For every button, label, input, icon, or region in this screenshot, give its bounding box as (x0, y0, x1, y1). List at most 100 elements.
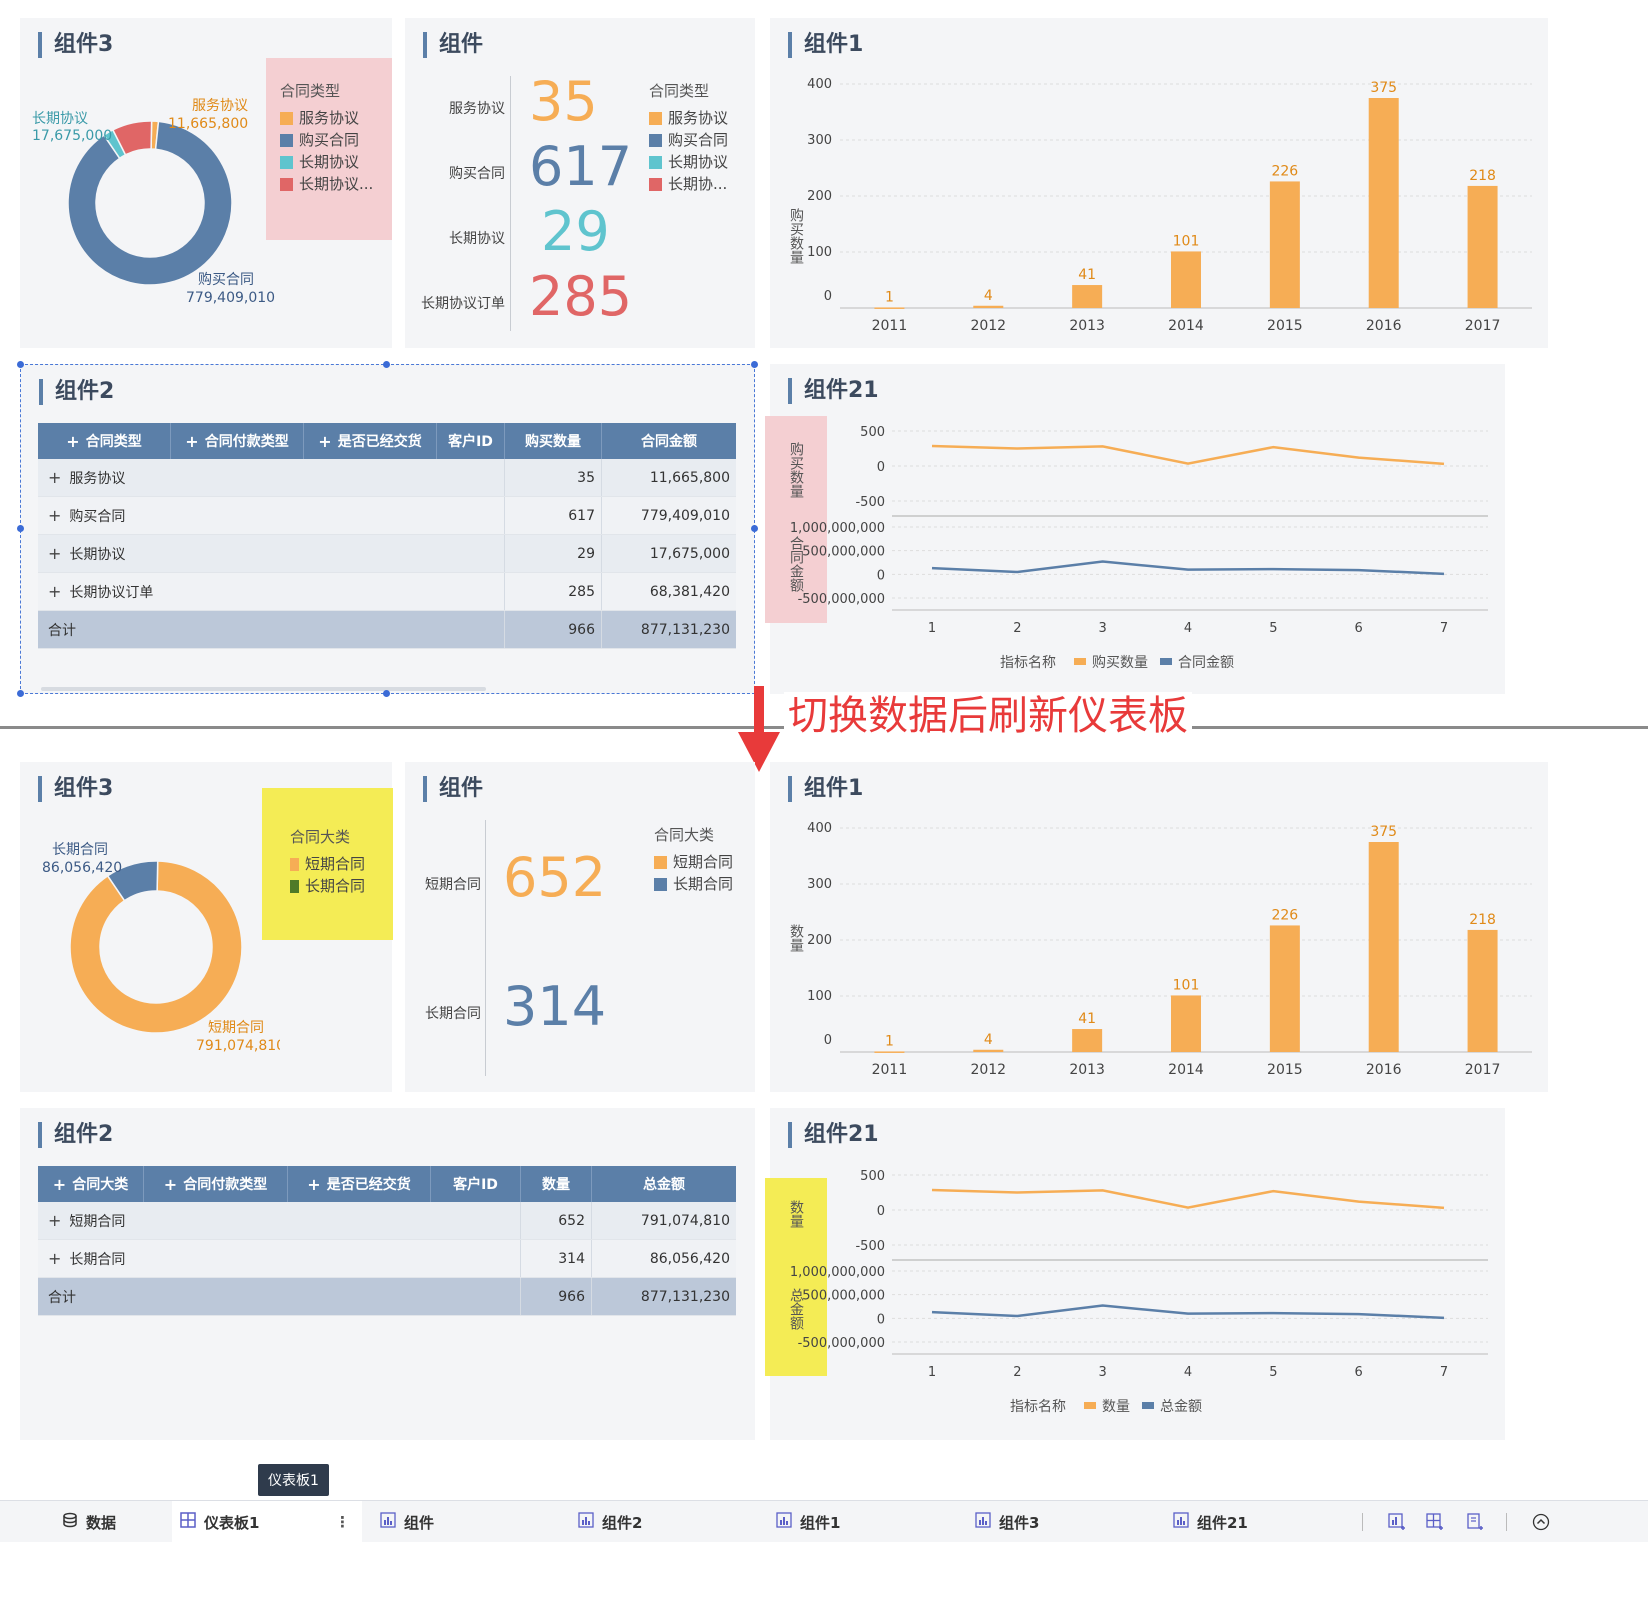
legend-item[interactable]: 数量 (1102, 1399, 1130, 1415)
series-line[interactable] (931, 1188, 1445, 1210)
bar[interactable] (1072, 1029, 1103, 1052)
legend-item[interactable]: 购买合同 (649, 129, 728, 151)
kpi-value: 617 (529, 135, 633, 198)
bar[interactable] (1269, 925, 1300, 1052)
panel-comp1-before[interactable]: 组件1 400 300 200 100 0 1 2011 4 2012 41 2013 101 2014… (770, 18, 1548, 348)
col-header[interactable]: + 合同大类 (38, 1166, 144, 1202)
tab-component3[interactable]: 组件3 (975, 1501, 1039, 1543)
bar[interactable] (1467, 929, 1498, 1052)
col-header[interactable]: 数量 (521, 1166, 592, 1202)
y-tick-label: 100 (807, 989, 832, 1004)
bar[interactable] (973, 305, 1004, 308)
resize-handle[interactable] (17, 525, 24, 532)
tab-component1[interactable]: 组件1 (776, 1501, 840, 1543)
panel-kpi-before[interactable]: 组件 服务协议 35 购买合同 617 长期协议 29 长期协议订单 285 合… (405, 18, 755, 348)
expand-icon[interactable]: + (48, 506, 62, 525)
legend-item[interactable]: 购买数量 (1092, 655, 1148, 671)
resize-handle[interactable] (17, 361, 24, 368)
col-header[interactable]: + 是否已经交货 (288, 1166, 431, 1202)
panel-comp3-before[interactable]: 组件3 服务协议 11,665,800 长期协议 17,675,000 购买合同… (20, 18, 392, 348)
panel-title: 组件3 (38, 32, 113, 58)
table-row[interactable]: + 服务协议 35 11,665,800 (38, 459, 736, 497)
legend-highlight: 合同类型 服务协议 购买合同 长期协议 长期协议... (266, 58, 392, 240)
col-header[interactable]: + 合同类型 (38, 423, 171, 459)
add-report-button[interactable] (1466, 1501, 1484, 1543)
bar[interactable] (1368, 842, 1399, 1052)
donut-slice[interactable] (69, 860, 243, 1034)
kpi-label: 购买合同 (449, 166, 505, 182)
col-header[interactable]: 客户ID (431, 1166, 521, 1202)
panel-comp3-after[interactable]: 组件3 长期合同 86,056,420 短期合同 791,074,810 合同大… (20, 762, 393, 1092)
bar[interactable] (1072, 285, 1103, 308)
expand-icon[interactable]: + (48, 1249, 62, 1268)
panel-kpi-after[interactable]: 组件 短期合同 652 长期合同 314 合同大类 短期合同 长期合同 (405, 762, 755, 1092)
tab-component21[interactable]: 组件21 (1173, 1501, 1248, 1543)
legend-item[interactable]: 短期合同 (290, 853, 365, 875)
collapse-button[interactable] (1532, 1501, 1550, 1543)
legend-item[interactable]: 长期合同 (654, 873, 733, 895)
donut-slice[interactable] (67, 120, 233, 286)
bar[interactable] (1171, 995, 1201, 1052)
bar[interactable] (1368, 98, 1399, 308)
legend-item[interactable]: 长期协议 (280, 151, 378, 173)
panel-comp21-after[interactable]: 组件21 500 0 -500 1,000,000,000 500,000,000 0 -5… (765, 1108, 1505, 1440)
kpi-value: 29 (541, 200, 610, 263)
tab-component[interactable]: 组件 (380, 1501, 434, 1543)
legend-item[interactable]: 短期合同 (654, 851, 733, 873)
col-header[interactable]: + 合同付款类型 (144, 1166, 288, 1202)
bar[interactable] (1467, 185, 1498, 308)
panel-comp21-before[interactable]: 组件21 500 0 -500 1,000,000,000 500,000,000 0 -5… (765, 364, 1505, 694)
col-header[interactable]: 购买数量 (505, 423, 602, 459)
resize-handle[interactable] (751, 361, 758, 368)
bar[interactable] (973, 1049, 1004, 1052)
legend-item[interactable]: 长期合同 (290, 875, 365, 897)
more-options-icon[interactable]: ⋮ (335, 1513, 350, 1531)
series-line[interactable] (931, 1304, 1445, 1320)
legend-item[interactable]: 服务协议 (649, 107, 728, 129)
legend-item[interactable]: 服务协议 (280, 107, 378, 129)
expand-icon[interactable]: + (48, 1211, 62, 1230)
col-header[interactable]: 客户ID (437, 423, 505, 459)
col-header[interactable]: 总金额 (643, 1177, 685, 1193)
series-line[interactable] (931, 444, 1445, 466)
resize-handle[interactable] (17, 690, 24, 697)
resize-handle[interactable] (751, 525, 758, 532)
legend-item[interactable]: 总金额 (1160, 1399, 1202, 1415)
table-row[interactable]: + 购买合同 617 779,409,010 (38, 497, 736, 535)
tab-dashboard[interactable]: 仪表板1 ⋮ (172, 1501, 362, 1543)
col-header[interactable]: 合同金额 (641, 434, 697, 450)
legend-item[interactable]: 长期协议... (280, 173, 378, 195)
bar[interactable] (1269, 181, 1300, 308)
series-line[interactable] (931, 560, 1445, 576)
legend-item[interactable]: 长期协议 (649, 151, 728, 173)
x-tick-label: 2016 (1366, 318, 1402, 334)
expand-icon[interactable]: + (48, 582, 62, 601)
table-row[interactable]: + 长期合同 314 86,056,420 (38, 1240, 736, 1278)
resize-handle[interactable] (383, 690, 390, 697)
expand-icon[interactable]: + (48, 468, 62, 487)
expand-icon[interactable]: + (48, 544, 62, 563)
bar[interactable] (874, 1051, 905, 1053)
donut-slice[interactable] (111, 120, 153, 156)
panel-comp2-before[interactable]: 组件2 + 合同类型 + 合同付款类型 + 是否已经交货 客户ID 购买数量 合同金额… (17, 361, 758, 697)
donut-slice[interactable] (106, 860, 159, 902)
horizontal-scrollbar[interactable] (41, 687, 486, 691)
table-row[interactable]: + 长期协议 29 17,675,000 (38, 535, 736, 573)
tab-data[interactable]: 数据 (62, 1501, 116, 1543)
tab-component2[interactable]: 组件2 (578, 1501, 642, 1543)
legend-item[interactable]: 合同金额 (1178, 655, 1234, 671)
panel-comp2-after[interactable]: 组件2 + 合同大类 + 合同付款类型 + 是否已经交货 客户ID 数量 总金额 + 短… (20, 1108, 755, 1440)
col-header[interactable]: + 是否已经交货 (304, 423, 437, 459)
bar[interactable] (874, 307, 905, 309)
resize-handle[interactable] (383, 361, 390, 368)
legend-item[interactable]: 购买合同 (280, 129, 378, 151)
add-chart-button[interactable] (1388, 1501, 1406, 1543)
col-header[interactable]: + 合同付款类型 (171, 423, 304, 459)
add-dashboard-button[interactable] (1426, 1501, 1444, 1543)
kpi-label: 短期合同 (425, 877, 481, 893)
bar[interactable] (1171, 251, 1201, 308)
table-row[interactable]: + 长期协议订单 285 68,381,420 (38, 573, 736, 611)
legend-item[interactable]: 长期协... (649, 173, 728, 195)
table-row[interactable]: + 短期合同 652 791,074,810 (38, 1202, 736, 1240)
panel-comp1-after[interactable]: 组件1 400 300 200 100 0 1 2011 4 2012 41 2013 101 2014… (770, 762, 1548, 1092)
